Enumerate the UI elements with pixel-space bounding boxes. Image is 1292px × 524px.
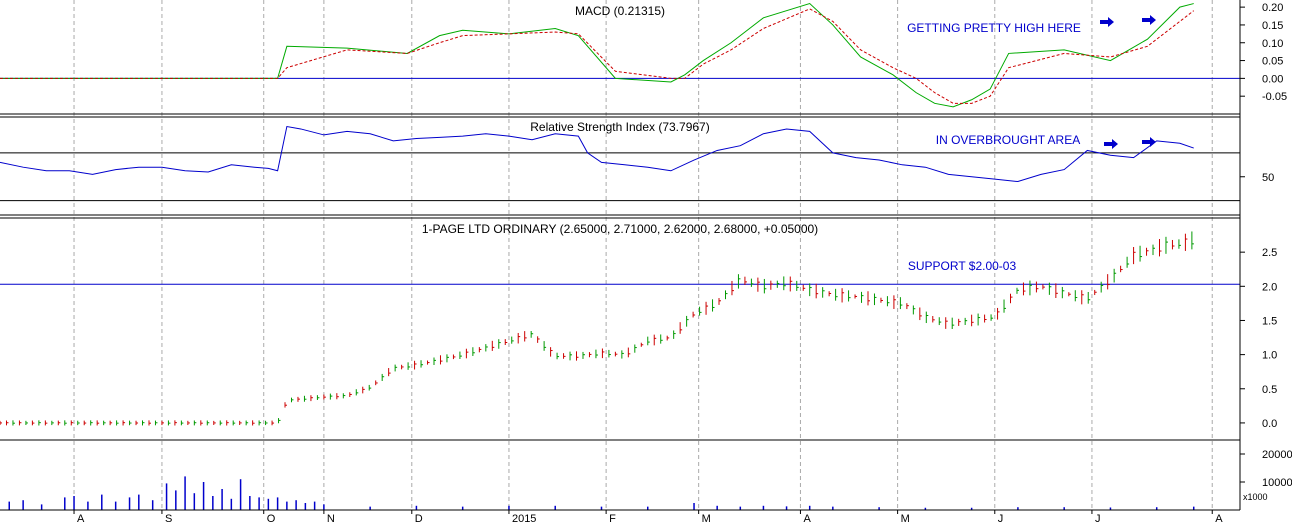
price-title: 1-PAGE LTD ORDINARY (2.65000, 2.71000, 2… bbox=[422, 222, 818, 236]
y-tick-label: 0.00 bbox=[1262, 73, 1283, 85]
macd-title: MACD (0.21315) bbox=[575, 4, 665, 18]
price-annotation: SUPPORT $2.00-03 bbox=[908, 259, 1017, 273]
rsi-title: Relative Strength Index (73.7967) bbox=[530, 120, 709, 134]
x-tick-label: N bbox=[327, 513, 335, 524]
y-tick-label: 10000 bbox=[1262, 477, 1292, 489]
macd-signal-line bbox=[0, 8, 1195, 104]
x-tick-label: O bbox=[267, 513, 276, 524]
vertical-grid bbox=[73, 0, 1213, 510]
y-tick-label: 0.05 bbox=[1262, 56, 1283, 68]
arrow-icon bbox=[1142, 137, 1156, 147]
x-tick-label: M bbox=[901, 513, 910, 524]
macd-annotation: GETTING PRETTY HIGH HERE bbox=[907, 21, 1081, 35]
x-tick-label: 2015 bbox=[512, 513, 536, 524]
arrow-icon bbox=[1142, 15, 1156, 25]
y-tick-label: 0.5 bbox=[1262, 384, 1277, 396]
x-tick-label: A bbox=[1215, 513, 1223, 524]
arrow-icon bbox=[1100, 17, 1114, 27]
macd-line bbox=[0, 2, 1194, 108]
rsi-panel: Relative Strength Index (73.7967) IN OVE… bbox=[0, 120, 1274, 202]
arrow-icon bbox=[1104, 139, 1118, 149]
annotation-arrows bbox=[1100, 15, 1156, 149]
x-tick-label: J bbox=[998, 513, 1004, 524]
y-tick-label: 0.10 bbox=[1262, 38, 1283, 50]
y-tick-label: 50 bbox=[1262, 172, 1274, 184]
volume-panel: x1000 20000 10000 bbox=[8, 449, 1292, 510]
x-tick-label: A bbox=[803, 513, 811, 524]
y-tick-label: 20000 bbox=[1262, 449, 1292, 461]
volume-unit-label: x1000 bbox=[1243, 492, 1268, 502]
x-tick-label: J bbox=[1095, 513, 1101, 524]
rsi-line bbox=[0, 125, 1194, 183]
y-tick-label: 0.0 bbox=[1262, 418, 1277, 430]
x-tick-label: S bbox=[165, 513, 172, 524]
y-tick-label: -0.05 bbox=[1262, 91, 1287, 103]
price-panel: 1-PAGE LTD ORDINARY (2.65000, 2.71000, 2… bbox=[0, 222, 1277, 430]
y-tick-label: 0.15 bbox=[1262, 20, 1283, 32]
y-tick-label: 2.5 bbox=[1262, 247, 1277, 259]
macd-panel: MACD (0.21315) GETTING PRETTY HIGH HERE … bbox=[0, 2, 1287, 108]
rsi-annotation: IN OVERBROUGHT AREA bbox=[936, 133, 1080, 147]
y-tick-label: 1.0 bbox=[1262, 350, 1277, 362]
x-tick-label: M bbox=[702, 513, 711, 524]
y-tick-label: 1.5 bbox=[1262, 315, 1277, 327]
y-tick-label: 0.20 bbox=[1262, 2, 1283, 14]
y-tick-label: 2.0 bbox=[1262, 281, 1277, 293]
x-tick-label: A bbox=[77, 513, 85, 524]
x-axis: A S O N D 2015 F M A M J J A bbox=[73, 510, 1223, 524]
x-tick-label: D bbox=[415, 513, 423, 524]
x-tick-label: F bbox=[609, 513, 616, 524]
